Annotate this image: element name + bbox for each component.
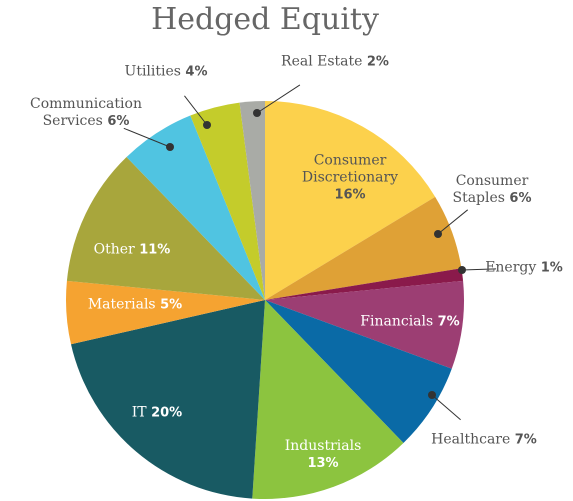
category-name: IT xyxy=(131,404,147,421)
pie-slice xyxy=(265,280,464,369)
slice-label: Utilities 4% xyxy=(106,64,226,81)
category-name: Industrials xyxy=(284,438,362,454)
category-name: Energy xyxy=(485,259,537,276)
leader-dot xyxy=(434,230,442,238)
leader-dot xyxy=(458,266,466,274)
slice-label: Consumer Discretionary 16% xyxy=(285,153,415,204)
pie-slice xyxy=(265,268,464,300)
pie-slice xyxy=(265,101,436,300)
value-label: 20% xyxy=(151,405,183,421)
slice-label: IT 20% xyxy=(112,405,202,422)
leader-dot xyxy=(166,143,174,151)
slice-label: Materials 5% xyxy=(75,297,195,314)
category-name: Utilities xyxy=(124,63,181,80)
slice-label: Energy 1% xyxy=(474,260,573,277)
leader-line xyxy=(431,394,461,421)
leader-line xyxy=(437,209,469,235)
pie-slice xyxy=(65,280,265,345)
category-name: Materials xyxy=(87,296,156,313)
chart-title: Hedged Equity xyxy=(151,2,379,37)
value-label: 7% xyxy=(437,314,460,330)
category-name: Consumer Discretionary xyxy=(301,152,399,186)
slice-label: Financials 7% xyxy=(355,314,465,331)
pie-slice xyxy=(239,101,265,300)
leader-line xyxy=(256,84,301,114)
value-label: 11% xyxy=(139,242,171,258)
category-name: Real Estate xyxy=(281,53,363,70)
pie-slice xyxy=(190,102,265,300)
slice-label: Industrials 13% xyxy=(268,438,378,472)
category-name: Consumer Staples xyxy=(452,173,529,206)
pie-slice xyxy=(265,300,452,443)
value-label: 1% xyxy=(540,260,563,276)
leader-line xyxy=(123,127,171,148)
pie-slice xyxy=(265,196,462,300)
leader-line xyxy=(461,268,497,271)
category-name: Financials xyxy=(360,313,434,330)
slice-label: Real Estate 2% xyxy=(265,54,405,71)
value-label: 2% xyxy=(366,54,389,70)
slice-label: Other 11% xyxy=(77,242,187,259)
value-label: 13% xyxy=(307,456,339,471)
value-label: 6% xyxy=(509,191,532,206)
pie-slice xyxy=(126,115,265,300)
leader-dot xyxy=(203,121,211,129)
value-label: 4% xyxy=(185,64,208,80)
slice-label: Communication Services 6% xyxy=(6,96,166,130)
leader-line xyxy=(184,95,208,126)
value-label: 5% xyxy=(160,297,183,313)
value-label: 6% xyxy=(107,114,130,129)
pie-slice xyxy=(66,157,265,300)
pie-slice xyxy=(70,300,265,499)
leader-dot xyxy=(253,109,261,117)
category-name: Other xyxy=(93,241,135,258)
value-label: 16% xyxy=(334,187,366,203)
slice-label: Healthcare 7% xyxy=(414,432,554,449)
category-name: Communication Services xyxy=(30,96,142,129)
leader-dot xyxy=(428,391,436,399)
value-label: 7% xyxy=(514,432,537,448)
pie-slice xyxy=(252,300,404,499)
category-name: Healthcare xyxy=(431,431,511,448)
slice-label: Consumer Staples 6% xyxy=(437,173,547,207)
